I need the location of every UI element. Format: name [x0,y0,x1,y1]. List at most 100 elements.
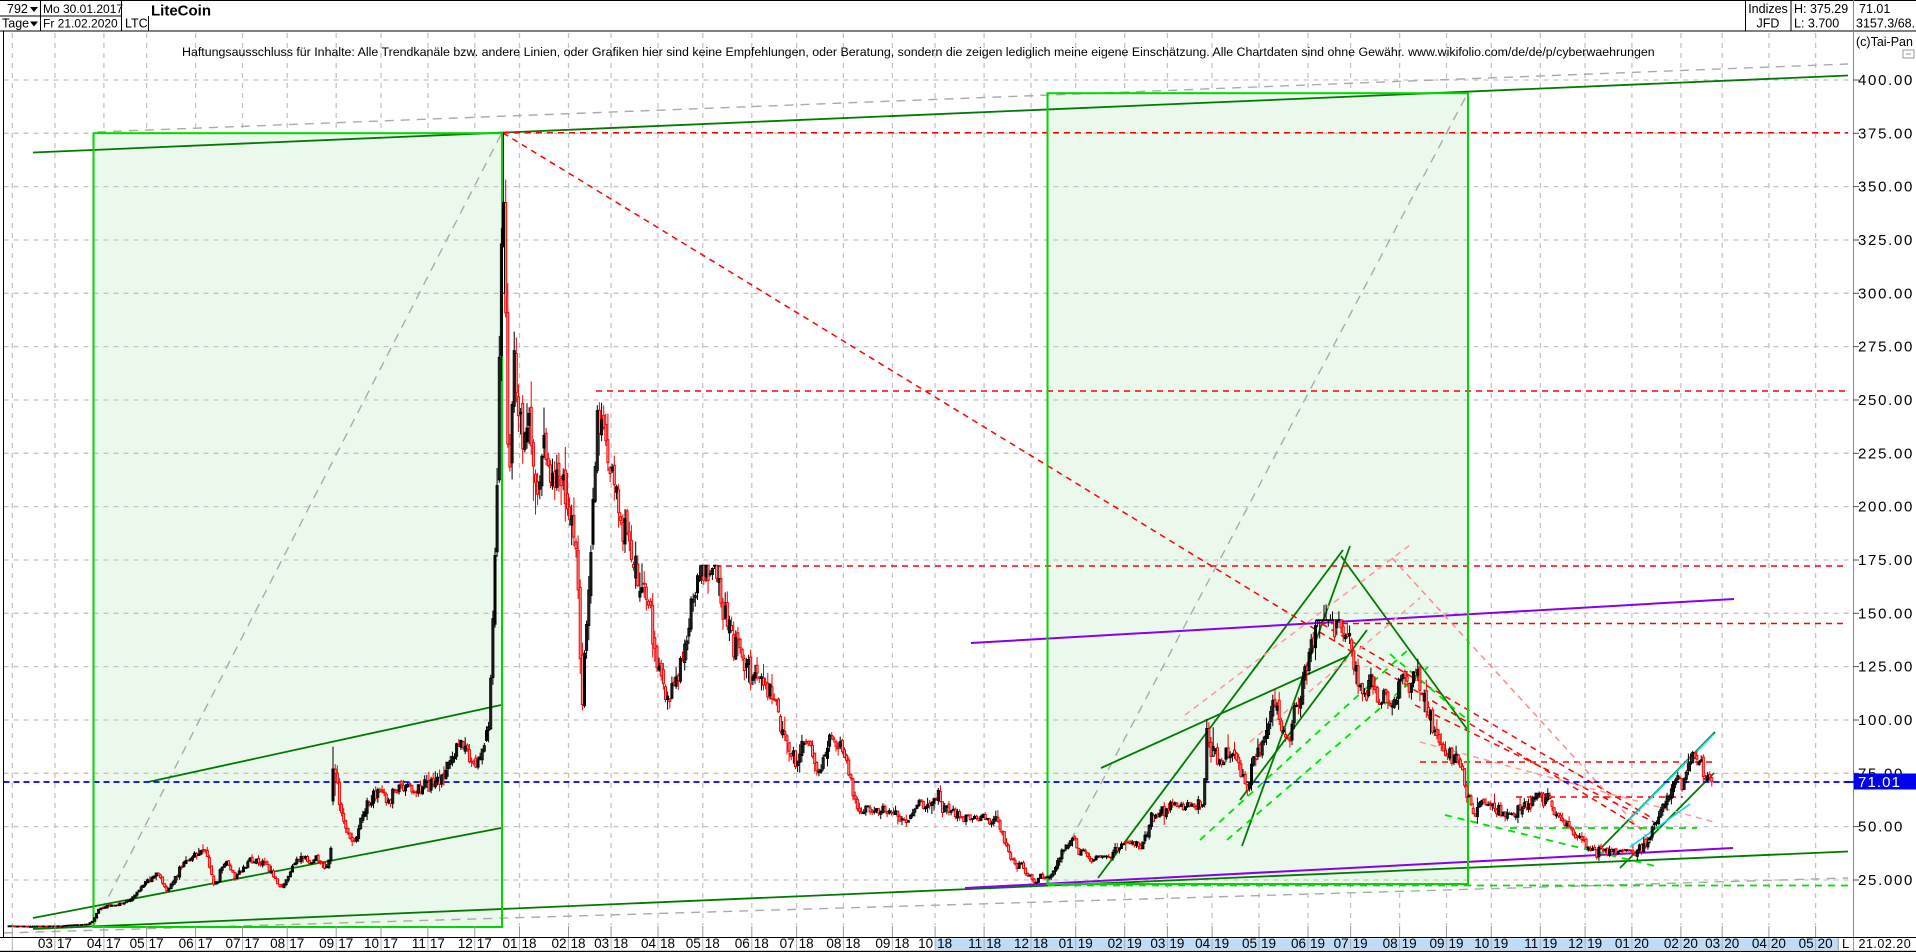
svg-text:350.00: 350.00 [1858,179,1914,196]
svg-text:08: 08 [270,936,285,951]
svg-text:20: 20 [1683,936,1698,951]
svg-text:792: 792 [7,2,28,16]
svg-text:18: 18 [522,936,537,951]
svg-text:50.00: 50.00 [1858,819,1904,836]
svg-text:19: 19 [1310,936,1325,951]
svg-text:19: 19 [1127,936,1142,951]
svg-text:03: 03 [38,936,53,951]
svg-text:17: 17 [289,936,304,951]
svg-text:19: 19 [1169,936,1184,951]
svg-text:LTC: LTC [125,17,148,31]
svg-text:05: 05 [1799,936,1814,951]
svg-text:150.00: 150.00 [1858,605,1914,622]
svg-text:18: 18 [754,936,769,951]
svg-text:09: 09 [875,936,890,951]
svg-text:18: 18 [799,936,814,951]
svg-text:19: 19 [1214,936,1229,951]
svg-text:3157.3/68.: 3157.3/68. [1856,17,1915,31]
svg-text:04: 04 [641,936,657,951]
svg-text:19: 19 [1078,936,1093,951]
svg-text:19: 19 [1449,936,1464,951]
svg-text:175.00: 175.00 [1858,552,1914,569]
svg-text:08: 08 [826,936,841,951]
svg-text:10: 10 [918,936,933,951]
svg-text:07: 07 [1334,936,1349,951]
svg-text:18: 18 [613,936,628,951]
svg-text:250.00: 250.00 [1858,392,1914,409]
svg-text:19: 19 [1353,936,1368,951]
svg-text:19: 19 [1402,936,1417,951]
svg-text:275.00: 275.00 [1858,339,1914,356]
svg-text:17: 17 [383,936,398,951]
svg-text:19: 19 [1587,936,1602,951]
svg-text:02: 02 [1108,936,1123,951]
svg-text:06: 06 [735,936,750,951]
svg-text:11: 11 [968,936,982,951]
svg-text:03: 03 [1705,936,1720,951]
svg-text:LiteCoin: LiteCoin [151,3,211,20]
svg-text:12: 12 [458,936,473,951]
svg-text:10: 10 [1474,936,1489,951]
svg-text:25.000: 25.000 [1858,872,1914,889]
svg-text:400.00: 400.00 [1858,72,1914,89]
svg-text:L: L [1842,936,1849,951]
svg-text:18: 18 [845,936,860,951]
svg-text:06: 06 [179,936,194,951]
svg-text:17: 17 [106,936,121,951]
svg-text:17: 17 [149,936,164,951]
svg-text:04: 04 [87,936,103,951]
svg-text:300.00: 300.00 [1858,285,1914,302]
svg-text:17: 17 [245,936,260,951]
svg-text:21.02.20: 21.02.20 [1859,937,1912,951]
svg-text:10: 10 [364,936,379,951]
svg-text:18: 18 [1033,936,1048,951]
svg-text:18: 18 [894,936,909,951]
svg-text:12: 12 [1014,936,1029,951]
svg-text:Mo 30.01.2017: Mo 30.01.2017 [43,2,123,16]
svg-text:05: 05 [130,936,145,951]
svg-text:225.00: 225.00 [1858,445,1914,462]
svg-text:18: 18 [937,936,952,951]
svg-text:Indizes: Indizes [1748,2,1788,16]
svg-text:07: 07 [780,936,795,951]
svg-text:20: 20 [1771,936,1786,951]
svg-text:125.00: 125.00 [1858,659,1914,676]
svg-text:71.01: 71.01 [1858,774,1901,791]
svg-text:20: 20 [1724,936,1739,951]
svg-text:20: 20 [1818,936,1833,951]
svg-text:05: 05 [686,936,701,951]
svg-text:18: 18 [571,936,586,951]
svg-text:H: 375.29: H: 375.29 [1794,2,1848,16]
svg-text:17: 17 [430,936,445,951]
svg-text:09: 09 [1429,936,1444,951]
svg-text:06: 06 [1291,936,1306,951]
svg-text:07: 07 [225,936,240,951]
svg-text:04: 04 [1195,936,1211,951]
svg-text:17: 17 [338,936,353,951]
svg-text:03: 03 [1150,936,1165,951]
svg-text:05: 05 [1242,936,1257,951]
svg-text:08: 08 [1383,936,1398,951]
svg-text:18: 18 [705,936,720,951]
svg-text:02: 02 [1664,936,1679,951]
svg-text:19: 19 [1493,936,1508,951]
svg-text:12: 12 [1568,936,1583,951]
svg-text:03: 03 [594,936,609,951]
svg-text:02: 02 [551,936,566,951]
svg-text:Haftungsausschluss für Inhalte: Haftungsausschluss für Inhalte: Alle Tre… [182,45,1655,59]
svg-text:(c)Tai-Pan: (c)Tai-Pan [1856,35,1913,49]
svg-text:18: 18 [986,936,1001,951]
svg-text:01: 01 [1615,936,1630,951]
svg-text:17: 17 [198,936,213,951]
svg-text:20: 20 [1634,936,1649,951]
svg-text:01: 01 [502,936,517,951]
svg-text:09: 09 [319,936,334,951]
svg-text:01: 01 [1059,936,1074,951]
svg-text:04: 04 [1752,936,1768,951]
svg-text:L: 3.700: L: 3.700 [1794,17,1839,31]
svg-text:100.00: 100.00 [1858,712,1914,729]
svg-text:11: 11 [1524,936,1538,951]
svg-text:325.00: 325.00 [1858,232,1914,249]
svg-text:17: 17 [477,936,492,951]
svg-text:Fr 21.02.2020: Fr 21.02.2020 [43,17,118,31]
